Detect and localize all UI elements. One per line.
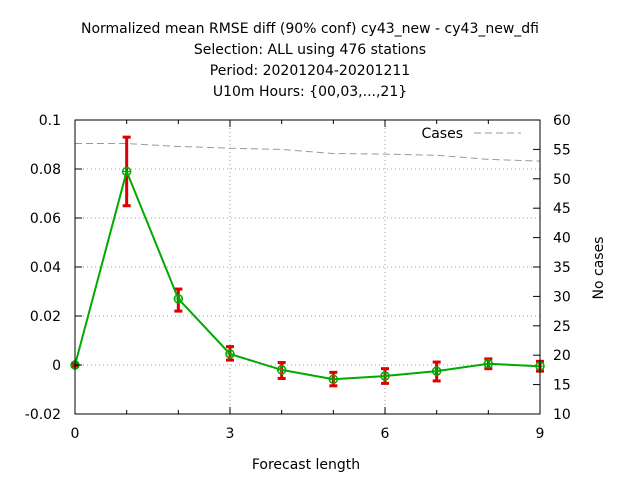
y-tick-label: 0.02: [30, 309, 61, 325]
x-tick-label: 0: [71, 426, 80, 442]
title-line-2: Selection: ALL using 476 stations: [194, 42, 426, 58]
title-line-1: Normalized mean RMSE diff (90% conf) cy4…: [81, 21, 539, 37]
y2-tick-label: 50: [553, 172, 571, 188]
y-tick-label: -0.02: [25, 407, 61, 423]
x-tick-label: 9: [536, 426, 545, 442]
y-axis-ticks: -0.02 0 0.02 0.04 0.06 0.08 0.1: [25, 113, 82, 423]
diff-series: [74, 168, 541, 381]
y-tick-label: 0.1: [39, 113, 61, 129]
cases-series: [75, 143, 541, 162]
y2-tick-label: 20: [553, 348, 571, 364]
y2-tick-label: 35: [553, 260, 571, 276]
legend: Cases: [421, 126, 521, 142]
y2-tick-label: 60: [553, 113, 571, 129]
chart-title: Normalized mean RMSE diff (90% conf) cy4…: [81, 21, 539, 100]
grid: [75, 120, 540, 414]
y-tick-label: 0: [52, 358, 61, 374]
y-tick-label: 0.06: [30, 211, 61, 227]
y2-tick-label: 30: [553, 289, 571, 305]
y2-tick-label: 10: [553, 407, 571, 423]
y2-tick-label: 40: [553, 231, 571, 247]
y2-axis-label: No cases: [591, 237, 607, 300]
y2-tick-label: 25: [553, 319, 571, 335]
error-bars: [71, 135, 544, 388]
x-axis-label: Forecast length: [252, 457, 360, 473]
y2-tick-label: 45: [553, 201, 571, 217]
x-axis-ticks: 0 3 6 9: [71, 120, 545, 442]
y2-tick-label: 55: [553, 142, 571, 158]
diff-line: [74, 168, 541, 381]
data-points: [70, 166, 545, 384]
x-tick-label: 3: [226, 426, 235, 442]
y-tick-label: 0.08: [30, 162, 61, 178]
title-line-3: Period: 20201204-20201211: [210, 63, 410, 79]
y-tick-label: 0.04: [30, 260, 61, 276]
y2-tick-label: 15: [553, 378, 571, 394]
y2-axis-ticks: 10 15 20 25 30 35 40 45 50 55 60: [533, 113, 571, 423]
x-tick-label: 6: [381, 426, 390, 442]
title-line-4: U10m Hours: {00,03,...,21}: [213, 84, 407, 100]
cases-line: [75, 143, 541, 162]
legend-label-cases: Cases: [421, 126, 463, 142]
